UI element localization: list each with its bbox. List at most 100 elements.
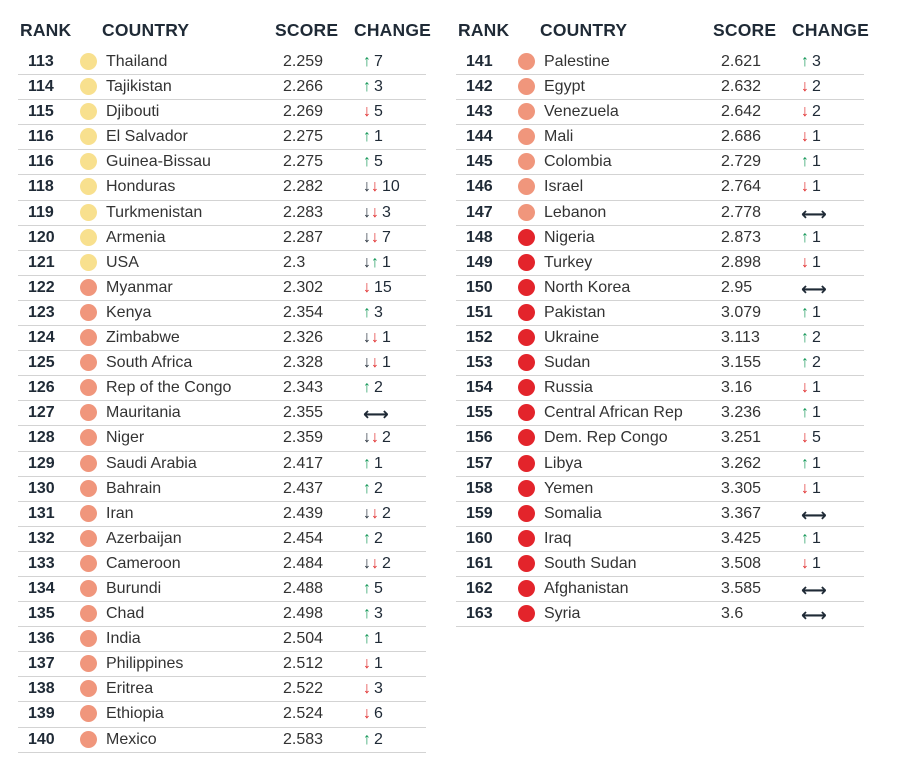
score-cell: 2.504 [283,630,324,648]
arrow-down-icon: ↓ [371,504,379,522]
change-cell: ↑ 1 [801,404,861,422]
table-row: 152 Ukraine 3.113 ↑ 2 [456,326,864,352]
change-cell: ↓↑ 1 [363,254,423,272]
rank-cell: 126 [28,379,55,397]
change-value: 3 [812,53,821,70]
change-value: 2 [812,78,821,96]
arrow-up-icon: ↑ [801,228,809,246]
rank-cell: 116 [28,128,54,146]
arrow-down-icon: ↓ [371,554,379,572]
score-cell: 3.305 [721,479,762,497]
table-row: 145 Colombia 2.729 ↑ 1 [456,150,864,176]
thin-arrow-icon: ↓ [363,253,371,271]
change-cell: ↑ 2 [363,530,423,548]
status-dot-icon [80,680,97,698]
table-row: 135 Chad 2.498 ↑ 3 [18,602,426,628]
country-cell: Syria [544,605,581,623]
change-cell: ↓ 2 [801,78,861,96]
thin-arrow-icon: ↓ [363,178,371,196]
change-cell: ↑ 1 [801,304,861,322]
thin-arrow-icon: ↓ [363,203,371,221]
status-dot-icon [80,655,97,673]
change-value: 1 [382,354,391,372]
change-cell: ⟷ [801,204,861,225]
status-dot-icon [80,605,97,623]
score-cell: 2.302 [283,278,324,296]
status-dot-icon [80,554,97,572]
score-cell: 2.873 [721,228,762,246]
country-cell: Sudan [544,354,591,372]
rank-cell: 146 [466,178,493,196]
rank-cell: 160 [466,529,493,547]
rank-cell: 128 [28,429,55,447]
score-cell: 2.484 [283,554,324,572]
change-cell: ↑ 1 [363,630,423,648]
arrow-up-icon: ↑ [363,128,371,146]
arrow-up-icon: ↑ [363,605,371,623]
country-cell: Central African Rep [544,404,683,422]
country-cell: Mali [544,128,574,146]
arrow-down-icon: ↓ [801,128,809,146]
score-cell: 2.275 [283,128,324,146]
change-value: 1 [812,554,821,572]
score-cell: 2.354 [283,303,324,321]
status-dot-icon [80,228,97,246]
change-value: 1 [374,454,383,472]
status-dot-icon [518,554,535,572]
status-dot-icon [80,579,97,597]
country-cell: Azerbaijan [106,529,182,547]
score-cell: 3.236 [721,404,762,422]
score-cell: 2.512 [283,655,324,673]
status-dot-icon [518,479,535,497]
change-cell: ↑ 2 [363,480,423,498]
rank-cell: 140 [28,730,55,748]
change-value: 1 [812,253,821,271]
arrow-down-icon: ↓ [801,103,809,121]
rank-cell: 153 [466,354,493,372]
arrow-up-icon: ↑ [371,253,379,271]
thin-arrow-icon: ↓ [363,429,371,447]
score-cell: 2.328 [283,354,324,372]
rank-cell: 144 [466,128,493,146]
arrow-down-icon: ↓ [363,655,371,673]
rank-cell: 139 [28,705,55,723]
status-dot-icon [518,529,535,547]
status-dot-icon [518,78,535,96]
arrow-up-icon: ↑ [363,53,371,70]
arrow-both-icon: ⟷ [801,504,827,525]
country-cell: Zimbabwe [106,329,180,347]
country-cell: USA [106,253,139,271]
country-cell: Chad [106,605,145,623]
change-value: 2 [382,429,391,447]
score-cell: 2.283 [283,203,324,221]
thin-arrow-icon: ↓ [363,504,371,522]
status-dot-icon [80,379,97,397]
change-cell: ↑ 2 [363,379,423,397]
country-cell: Yemen [544,479,594,497]
arrow-up-icon: ↑ [363,78,371,96]
score-cell: 2.266 [283,78,324,96]
rank-cell: 136 [28,630,55,648]
arrow-down-icon: ↓ [363,705,371,723]
thin-arrow-icon: ↓ [363,329,371,347]
score-cell: 2.287 [283,228,324,246]
country-cell: Colombia [544,153,612,171]
change-value: 1 [812,404,821,422]
rank-cell: 123 [28,303,55,321]
header-score: SCORE [275,20,339,40]
score-cell: 2.437 [283,479,324,497]
country-cell: Niger [106,429,145,447]
status-dot-icon [80,53,97,70]
arrow-up-icon: ↑ [801,404,809,422]
change-cell: ↓↓ 2 [363,429,423,447]
change-value: 3 [374,680,383,698]
table-row: 154 Russia 3.16 ↓ 1 [456,376,864,402]
score-cell: 2.343 [283,379,324,397]
change-cell: ↑ 5 [363,580,423,598]
table-row: 153 Sudan 3.155 ↑ 2 [456,351,864,377]
table-row: 127 Mauritania 2.355 ⟷ [18,401,426,427]
country-cell: Turkey [544,253,593,271]
score-cell: 2.359 [283,429,324,447]
arrow-down-icon: ↓ [371,329,379,347]
change-cell: ⟷ [801,505,861,526]
